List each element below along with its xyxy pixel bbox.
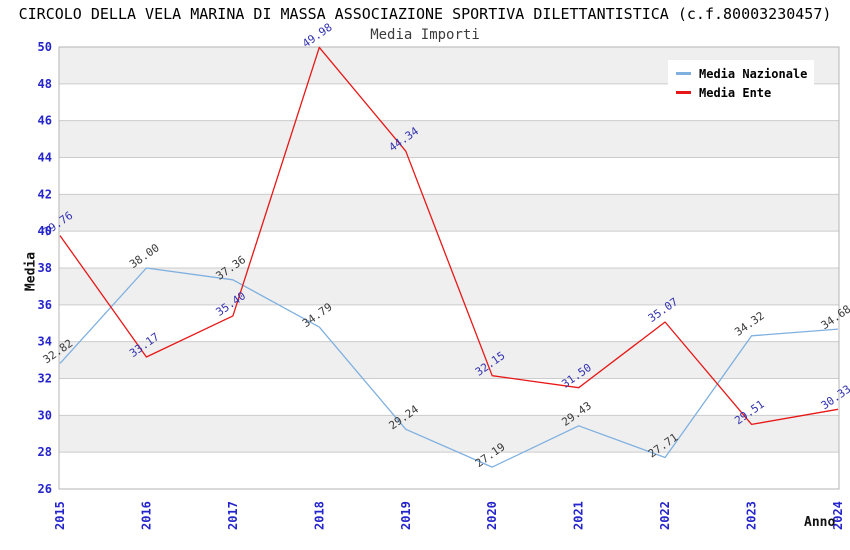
grid-band xyxy=(59,341,839,379)
media-nazionale-line-swatch-icon xyxy=(676,72,691,75)
series-line-media-nazionale xyxy=(59,267,839,468)
x-tick-label: 2019 xyxy=(399,501,413,530)
x-tick-label: 2023 xyxy=(745,501,759,530)
x-tick-label: 2022 xyxy=(658,501,672,530)
data-label: 38.00 xyxy=(127,241,162,271)
x-tick-label: 2018 xyxy=(312,501,326,530)
x-tick-label: 2017 xyxy=(226,501,240,530)
y-tick-label: 36 xyxy=(38,298,52,312)
x-axis-label: Anno xyxy=(804,515,836,530)
data-label: 34.32 xyxy=(732,309,767,339)
legend-label: Media Ente xyxy=(699,85,772,100)
series-line-media-ente xyxy=(59,46,839,426)
legend-item-media-nazionale: Media Nazionale xyxy=(676,64,814,83)
data-label: 49.98 xyxy=(300,21,335,51)
y-tick-label: 30 xyxy=(38,408,52,422)
x-tick-label: 2024 xyxy=(831,501,845,530)
y-tick-label: 48 xyxy=(38,77,52,91)
x-tick-label: 2015 xyxy=(53,501,67,530)
page-title: CIRCOLO DELLA VELA MARINA DI MASSA ASSOC… xyxy=(18,5,832,23)
y-tick-label: 42 xyxy=(38,187,52,201)
legend-label: Media Nazionale xyxy=(699,66,808,81)
y-axis-label: Media xyxy=(23,251,39,292)
x-tick-label: 2016 xyxy=(139,501,153,530)
grid-band xyxy=(59,268,839,305)
x-tick-label: 2020 xyxy=(485,501,499,530)
legend-item-media-ente: Media Ente xyxy=(676,83,814,102)
grid-band xyxy=(59,194,839,232)
y-tick-label: 44 xyxy=(38,151,52,165)
grid-band xyxy=(59,415,839,453)
y-tick-label: 32 xyxy=(38,372,52,386)
grid-band xyxy=(59,120,839,158)
plot-border xyxy=(58,46,840,490)
y-tick-label: 46 xyxy=(38,114,52,128)
y-tick-label: 26 xyxy=(38,482,52,496)
data-label: 34.68 xyxy=(819,302,850,332)
chart-subtitle: Media Importi xyxy=(370,27,480,43)
y-tick-label: 38 xyxy=(38,261,52,275)
legend: Media Nazionale Media Ente xyxy=(668,60,814,106)
y-tick-label: 34 xyxy=(38,335,52,349)
media-ente-line-swatch-icon xyxy=(676,91,691,94)
y-tick-label: 40 xyxy=(38,224,52,238)
data-label: 30.33 xyxy=(819,383,850,413)
y-tick-label: 28 xyxy=(38,445,52,459)
y-tick-label: 50 xyxy=(38,40,52,54)
x-tick-label: 2021 xyxy=(572,501,586,530)
